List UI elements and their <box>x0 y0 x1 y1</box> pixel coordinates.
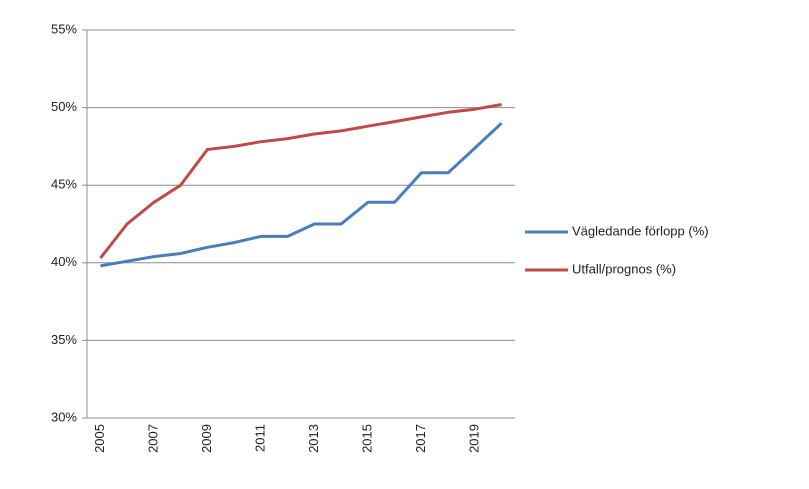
y-tick-label: 45% <box>51 177 77 192</box>
series-line <box>99 103 502 260</box>
series-line <box>100 122 503 268</box>
x-tick-label: 2017 <box>413 424 428 453</box>
x-tick-label: 2007 <box>145 424 160 453</box>
y-tick-label: 40% <box>51 254 77 269</box>
legend-label: Utfall/prognos (%) <box>572 261 676 276</box>
y-tick-label: 55% <box>51 21 77 36</box>
legend-label: Vägledande förlopp (%) <box>572 223 709 238</box>
x-tick-label: 2011 <box>252 424 267 452</box>
y-tick-label: 30% <box>51 409 77 424</box>
x-tick-label: 2015 <box>359 424 374 453</box>
y-tick-label: 50% <box>51 99 77 114</box>
x-tick-label: 2013 <box>306 424 321 453</box>
x-tick-label: 2019 <box>466 424 481 453</box>
x-tick-label: 2009 <box>199 424 214 453</box>
y-tick-label: 35% <box>51 332 77 347</box>
x-tick-label: 2005 <box>92 424 107 453</box>
